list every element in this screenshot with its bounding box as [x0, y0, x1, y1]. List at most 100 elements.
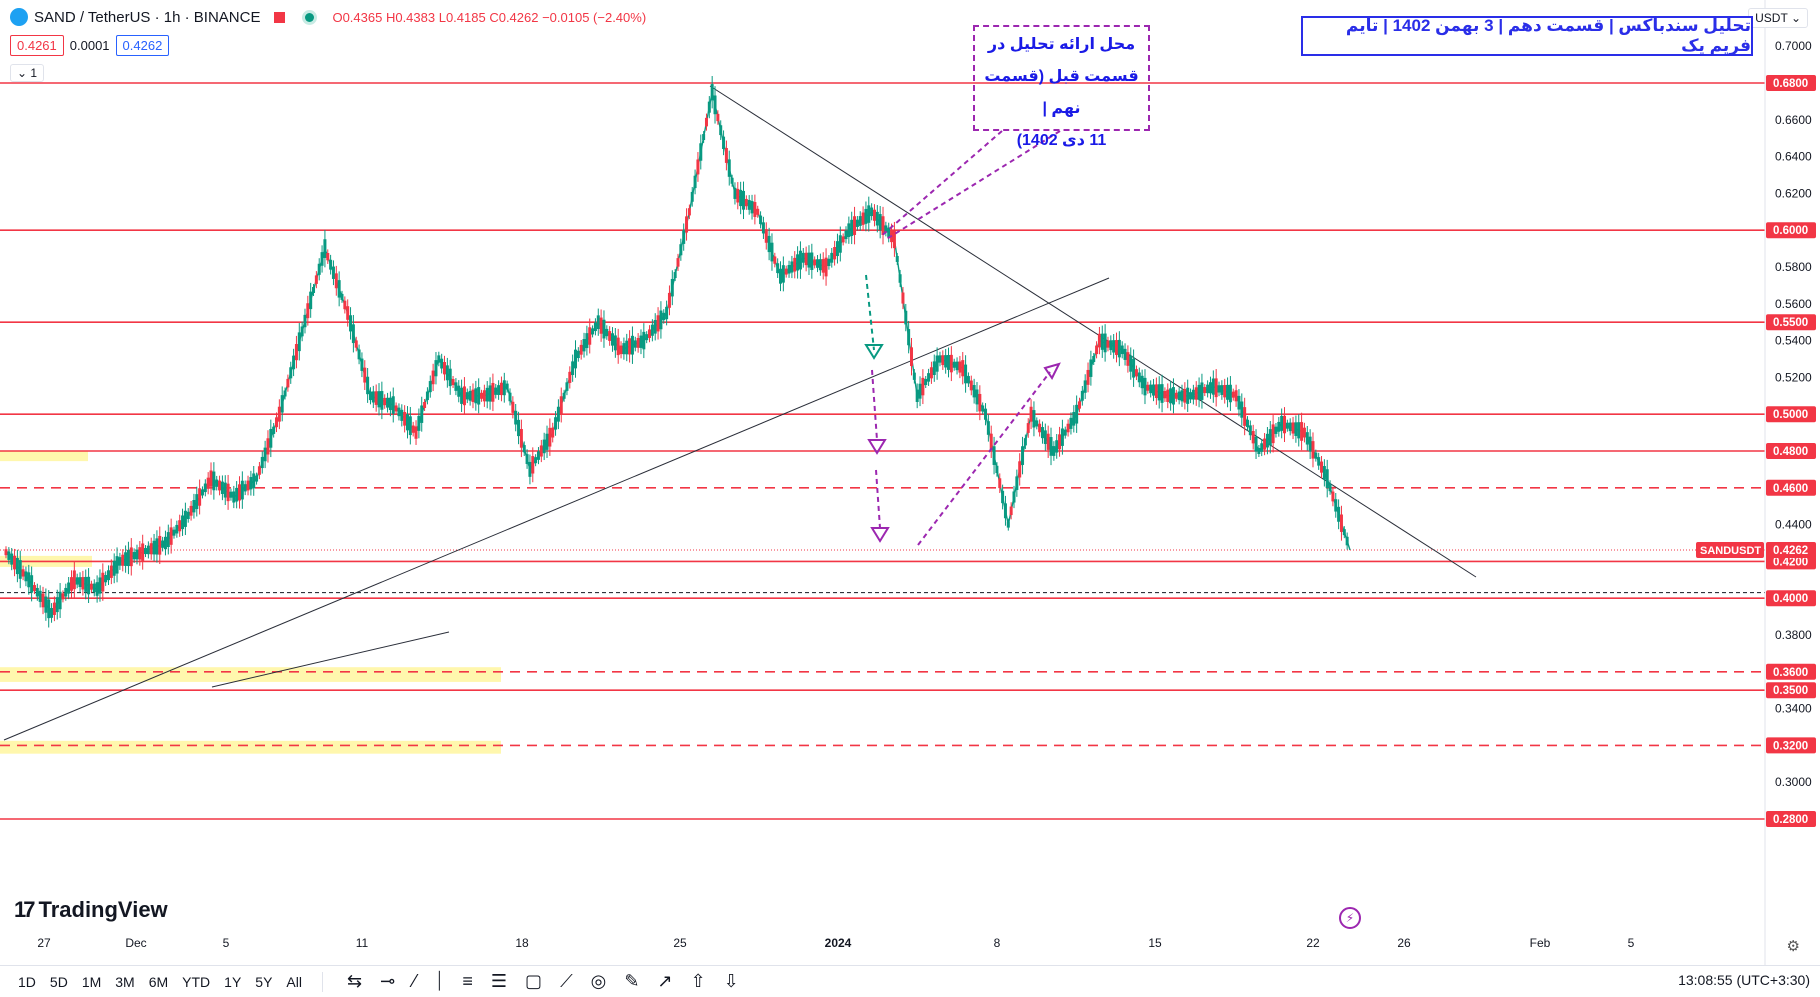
logo-text: TradingView — [38, 897, 168, 922]
arrow-up-icon[interactable]: ⇧ — [690, 971, 706, 991]
range-6m[interactable]: 6M — [148, 973, 169, 990]
range-1m[interactable]: 1M — [81, 973, 102, 990]
candle-body — [554, 417, 558, 430]
range-5d[interactable]: 5D — [49, 973, 68, 990]
last-price-label: 0.4262 — [1773, 545, 1808, 557]
candle-body — [659, 310, 663, 330]
indicators-toggle[interactable]: ⌄ 1 — [10, 64, 45, 82]
range-ytd[interactable]: YTD — [182, 973, 211, 990]
price-tick-label: 0.6200 — [1775, 186, 1812, 200]
candle-body — [1095, 345, 1099, 355]
symbol-header[interactable]: SAND / TetherUS · 1h · BINANCE O0.4365 H… — [10, 8, 646, 26]
horizontal-line-icon[interactable]: ⊸ — [380, 971, 396, 991]
candle-body — [203, 483, 207, 493]
candle-body — [411, 425, 415, 433]
candle-body — [1001, 490, 1005, 504]
candle-body — [30, 575, 34, 593]
candle-body — [969, 380, 973, 391]
spread-value: 0.0001 — [69, 38, 110, 53]
candle-body — [656, 315, 660, 332]
price-axis[interactable]: 0.7000 0.6600 0.6400 0.6200 0.5800 0.5600 0.54… — [1696, 0, 1820, 965]
tradingview-logo[interactable]: 17 TradingView — [14, 897, 168, 923]
range-all[interactable]: All — [286, 973, 302, 990]
candle-body — [1063, 429, 1067, 436]
flash-icon[interactable]: ⚡ — [1339, 907, 1361, 929]
candle-body — [218, 480, 222, 491]
clock[interactable]: 13:08:55 (UTC+3:30) — [1678, 972, 1810, 988]
candle-body — [24, 571, 28, 582]
candle-body — [1035, 420, 1039, 427]
candle-body — [981, 405, 985, 412]
candle-body — [1208, 382, 1212, 394]
candle-body — [1200, 382, 1204, 400]
candle-body — [1026, 423, 1030, 433]
candle-body — [1100, 333, 1104, 350]
candle-body — [104, 575, 108, 583]
candle-body — [340, 293, 344, 300]
range-3m[interactable]: 3M — [115, 973, 135, 990]
candle-body — [867, 205, 871, 223]
candle-body — [329, 259, 333, 270]
vertical-line-icon[interactable]: ⏐ — [434, 971, 445, 991]
circle-icon[interactable]: ◎ — [590, 971, 607, 991]
candle-body — [1015, 476, 1019, 491]
range-1d[interactable]: 1D — [18, 973, 36, 990]
red-flag-icon[interactable] — [274, 11, 286, 23]
support-zone — [0, 740, 501, 754]
trendline-icon[interactable]: ⁄ — [413, 971, 417, 991]
candle-body — [420, 405, 424, 423]
brush-icon[interactable]: ✎ — [624, 971, 640, 991]
currency-selector[interactable]: USDT ⌄ — [1748, 8, 1808, 28]
arrow-icon[interactable]: ↗ — [657, 971, 673, 991]
candle-body — [787, 265, 791, 274]
candle-body — [682, 230, 686, 244]
range-5y[interactable]: 5Y — [255, 973, 273, 990]
gear-icon[interactable]: ⚙ — [1786, 938, 1800, 955]
arrow-down-icon[interactable]: ⇩ — [723, 971, 739, 991]
candle-body — [739, 189, 743, 207]
candle-body — [653, 319, 657, 334]
sell-price-button[interactable]: 0.4261 — [10, 35, 64, 56]
candle-body — [1294, 422, 1298, 436]
candle-body — [961, 360, 965, 377]
rectangle-icon[interactable]: ▢ — [525, 971, 543, 991]
range-1y[interactable]: 1Y — [224, 973, 242, 990]
buy-price-button[interactable]: 0.4262 — [115, 35, 170, 56]
purple-arrowhead-1 — [867, 439, 887, 455]
price-line — [5, 92, 1351, 615]
candle-body — [807, 252, 811, 268]
time-tick-label: Feb — [1530, 936, 1551, 950]
candle-body — [1226, 384, 1230, 400]
analysis-title: تحلیل سندباکس | قسمت دهم | 3 بهمن 1402 |… — [1301, 16, 1753, 56]
candle-body — [289, 367, 293, 379]
candle-body — [909, 347, 913, 367]
candle-body — [938, 355, 942, 363]
candle-body — [1257, 448, 1261, 454]
candle-body — [1223, 385, 1227, 398]
candle-body — [226, 483, 230, 502]
candle-body — [1109, 340, 1113, 351]
time-axis[interactable]: 27 Dec 5 11 18 25 2024 8 15 22 26 Feb 5 — [37, 936, 1634, 950]
symbol-title[interactable]: SAND / TetherUS · 1h · BINANCE — [34, 8, 261, 26]
candle-body — [21, 569, 25, 577]
goto-date-icon[interactable]: ⇆ — [346, 971, 363, 991]
candle-body — [1077, 401, 1081, 409]
candle-body — [1288, 422, 1292, 432]
candle-body — [334, 273, 338, 289]
level-label: 0.3200 — [1773, 740, 1808, 752]
candle-body — [881, 216, 885, 235]
channel-icon[interactable]: ≡ — [462, 971, 473, 991]
candle-body — [696, 159, 700, 175]
candle-body — [1171, 387, 1175, 405]
candle-body — [1021, 446, 1025, 465]
path-icon[interactable]: ⟋ — [560, 971, 573, 991]
candle-body — [687, 208, 691, 216]
candle-body — [1203, 387, 1207, 394]
candle-body — [1322, 466, 1326, 480]
candle-body — [4, 549, 8, 556]
fib-icon[interactable]: ☰ — [490, 971, 508, 991]
time-tick-label: Dec — [125, 936, 146, 950]
candle-body — [101, 572, 105, 592]
projection-arrows — [864, 130, 1061, 546]
